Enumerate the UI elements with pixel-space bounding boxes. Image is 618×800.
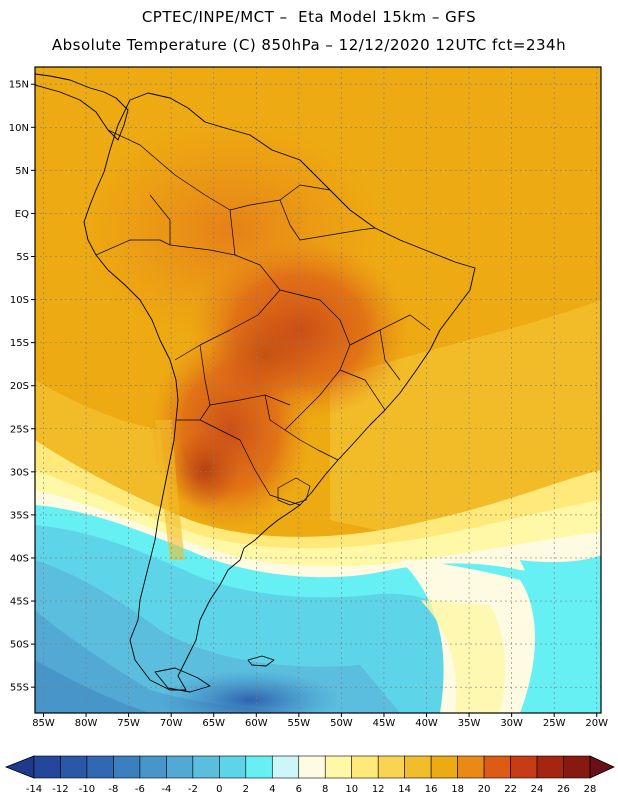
lon-label: 65W — [202, 718, 225, 729]
lon-label: 80W — [75, 718, 98, 729]
lon-label: 45W — [373, 718, 396, 729]
lat-label: 15N — [9, 80, 29, 91]
lat-label: 10N — [9, 123, 29, 134]
longitude-axis: 85W 80W 75W 70W 65W 60W 55W 50W 45W 40W 35W 30W 25W 2… — [32, 713, 608, 729]
colorbar-swatch — [563, 755, 591, 779]
lat-label: 35S — [10, 510, 29, 521]
colorbar-label: 0 — [216, 784, 222, 795]
colorbar-label: 2 — [243, 784, 249, 795]
lon-label: 75W — [117, 718, 140, 729]
map-title-line2: Absolute Temperature (C) 850hPa – 12/12/… — [51, 36, 567, 54]
colorbar-label: -12 — [52, 784, 68, 795]
lon-label: 20W — [585, 718, 608, 729]
lon-label: 30W — [500, 718, 523, 729]
colorbar-swatch — [510, 755, 538, 779]
country-borders — [95, 129, 431, 506]
colorbar-swatch — [404, 755, 432, 779]
colorbar-arrow-high — [589, 755, 615, 779]
lon-label: 50W — [330, 718, 353, 729]
colorbar-label: 12 — [372, 784, 385, 795]
colorbar-label: -2 — [188, 784, 198, 795]
colorbar-swatch — [245, 755, 273, 779]
colorbar-label: 8 — [322, 784, 328, 795]
colorbar-swatch — [271, 755, 300, 779]
colorbar-label: -10 — [79, 784, 95, 795]
colorbar-swatch — [324, 755, 353, 779]
colorbar-label: 22 — [504, 784, 517, 795]
south-america-coastline — [83, 92, 476, 691]
colorbar-swatch — [430, 755, 458, 779]
colorbar-swatch — [60, 755, 88, 779]
lat-label: 20S — [10, 381, 29, 392]
lon-label: 55W — [288, 718, 311, 729]
lon-label: 70W — [160, 718, 183, 729]
colorbar-label: 18 — [451, 784, 464, 795]
colorbar-swatch — [166, 755, 194, 779]
lat-label: 30S — [10, 467, 29, 478]
lon-label: 85W — [32, 718, 55, 729]
lat-label: 15S — [10, 338, 29, 349]
colorbar-label: -8 — [108, 784, 118, 795]
colorbar-label: -4 — [161, 784, 171, 795]
lon-label: 40W — [415, 718, 438, 729]
colorbar-swatch — [351, 755, 379, 779]
colorbar-label: 4 — [269, 784, 275, 795]
lat-label: 55S — [10, 683, 29, 694]
colorbar-swatch — [113, 755, 141, 779]
colorbar-swatch — [86, 755, 114, 779]
temperature-field — [35, 67, 601, 713]
colorbar: -14 -12 -10 -8 -6 -4 -2 0 2 4 6 8 10 12 14 16 18 20 22 24 26… — [4, 755, 615, 795]
colorbar-swatch — [219, 755, 247, 779]
colorbar-swatch — [536, 755, 564, 779]
lat-label: 5S — [16, 252, 29, 263]
colorbar-label: -6 — [135, 784, 145, 795]
colorbar-swatch — [483, 755, 511, 779]
colorbar-label: 28 — [584, 784, 597, 795]
lat-label: 45S — [10, 597, 29, 608]
latitude-axis: 15N 10N 5N EQ 5S 10S 15S 20S 25S 30S 35S 40S 45S 50S 5… — [9, 80, 35, 694]
lat-label: 10S — [10, 295, 29, 306]
colorbar-label: 14 — [398, 784, 411, 795]
lat-label: 25S — [10, 424, 29, 435]
lon-label: 35W — [458, 718, 481, 729]
lat-label: 5N — [15, 166, 29, 177]
colorbar-label: 16 — [425, 784, 438, 795]
map-title-line1: CPTEC/INPE/MCT – Eta Model 15km – GFS — [141, 8, 477, 26]
colorbar-swatch — [377, 755, 405, 779]
map-frame — [34, 66, 602, 714]
colorbar-label: -14 — [26, 784, 42, 795]
colorbar-swatch — [33, 755, 61, 779]
colorbar-label: 6 — [296, 784, 302, 795]
lon-label: 25W — [543, 718, 566, 729]
colorbar-arrow-low — [4, 755, 35, 779]
tierra-del-fuego — [154, 667, 211, 693]
colorbar-swatch — [192, 755, 220, 779]
lat-label: 40S — [10, 553, 29, 564]
colorbar-label: 24 — [531, 784, 544, 795]
colorbar-label: 10 — [345, 784, 358, 795]
colorbar-swatch — [139, 755, 167, 779]
central-america-coast — [35, 73, 129, 141]
uruguay-border — [277, 477, 311, 506]
lat-label: EQ — [15, 209, 29, 220]
lat-lon-grid — [35, 67, 601, 713]
colorbar-label: 20 — [478, 784, 491, 795]
coastline-borders — [35, 73, 476, 693]
colorbar-label: 26 — [557, 784, 570, 795]
colorbar-swatch — [457, 755, 485, 779]
colorbar-swatch — [298, 755, 326, 779]
lat-label: 50S — [10, 640, 29, 651]
lon-label: 60W — [245, 718, 268, 729]
falkland-islands — [247, 655, 275, 667]
